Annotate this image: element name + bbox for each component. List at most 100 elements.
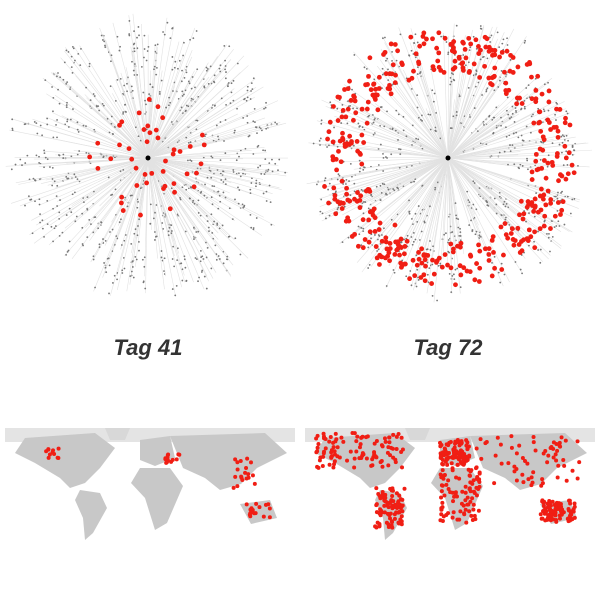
node <box>197 199 200 202</box>
edge <box>147 157 250 194</box>
node <box>268 162 271 165</box>
node <box>349 194 352 197</box>
node <box>139 187 142 190</box>
highlight-node <box>198 161 204 167</box>
node <box>107 176 110 179</box>
highlight-node <box>316 441 321 446</box>
highlight-node <box>422 257 428 263</box>
node <box>122 111 125 114</box>
highlight-node <box>377 262 382 267</box>
node <box>229 102 232 105</box>
node <box>233 131 236 134</box>
node <box>187 105 190 108</box>
highlight-node <box>386 463 391 468</box>
highlight-node <box>423 263 428 269</box>
node <box>414 33 417 36</box>
node <box>219 121 222 123</box>
highlight-node <box>465 458 470 463</box>
node <box>443 233 446 236</box>
highlight-node <box>450 66 456 72</box>
highlight-node <box>475 474 480 479</box>
node <box>65 49 68 52</box>
node <box>43 152 46 155</box>
node <box>227 85 229 87</box>
node <box>328 214 331 217</box>
node <box>566 195 569 198</box>
highlight-node <box>503 80 509 86</box>
highlight-node <box>554 151 560 156</box>
highlight-node <box>546 99 552 105</box>
node <box>365 67 368 70</box>
highlight-node <box>476 43 481 49</box>
highlight-node <box>235 484 240 489</box>
node <box>181 90 184 93</box>
node <box>231 218 234 221</box>
node <box>213 104 216 107</box>
node <box>192 199 195 202</box>
node <box>257 166 259 169</box>
node <box>124 234 127 236</box>
highlight-node <box>483 44 489 50</box>
node <box>525 125 528 128</box>
highlight-node <box>399 519 404 524</box>
node <box>403 238 405 241</box>
highlight-node <box>357 445 362 450</box>
node <box>319 137 322 140</box>
node <box>336 107 339 110</box>
node <box>171 258 174 260</box>
node <box>489 36 491 39</box>
node <box>38 198 41 201</box>
edge <box>147 157 158 259</box>
node <box>126 82 128 85</box>
node <box>104 46 107 49</box>
highlight-node <box>458 448 463 453</box>
node <box>189 38 191 41</box>
highlight-node <box>399 62 405 68</box>
highlight-node <box>235 460 240 465</box>
highlight-node <box>348 449 353 454</box>
node <box>29 198 32 201</box>
highlight-node <box>378 460 383 465</box>
node <box>411 217 413 220</box>
edge <box>447 157 521 213</box>
node <box>507 163 509 166</box>
node <box>499 281 502 284</box>
node <box>358 125 361 128</box>
node <box>133 232 136 235</box>
node <box>563 138 566 141</box>
node <box>70 66 73 69</box>
highlight-node <box>120 208 126 213</box>
node <box>154 231 156 233</box>
highlight-node <box>327 119 333 125</box>
highlight-node <box>503 88 509 93</box>
edge <box>147 157 199 201</box>
edge <box>147 157 217 273</box>
node <box>224 65 227 67</box>
highlight-node <box>457 244 463 250</box>
highlight-node <box>351 117 356 123</box>
highlight-node <box>370 457 375 462</box>
highlight-node <box>448 41 454 47</box>
node <box>504 218 507 221</box>
edge <box>147 157 194 283</box>
highlight-node <box>366 73 371 79</box>
node <box>349 104 352 107</box>
node <box>26 154 29 157</box>
edge <box>110 157 149 296</box>
node <box>90 223 92 226</box>
node <box>539 248 542 251</box>
node <box>380 106 383 108</box>
node <box>353 54 356 56</box>
node <box>183 77 186 79</box>
edge <box>147 157 208 162</box>
node <box>417 279 420 281</box>
node <box>128 33 131 35</box>
node <box>237 186 239 189</box>
edge <box>147 157 288 173</box>
highlight-node <box>559 512 564 517</box>
highlight-node <box>489 47 495 53</box>
node <box>250 182 253 184</box>
highlight-node <box>344 185 349 191</box>
node <box>155 73 158 76</box>
